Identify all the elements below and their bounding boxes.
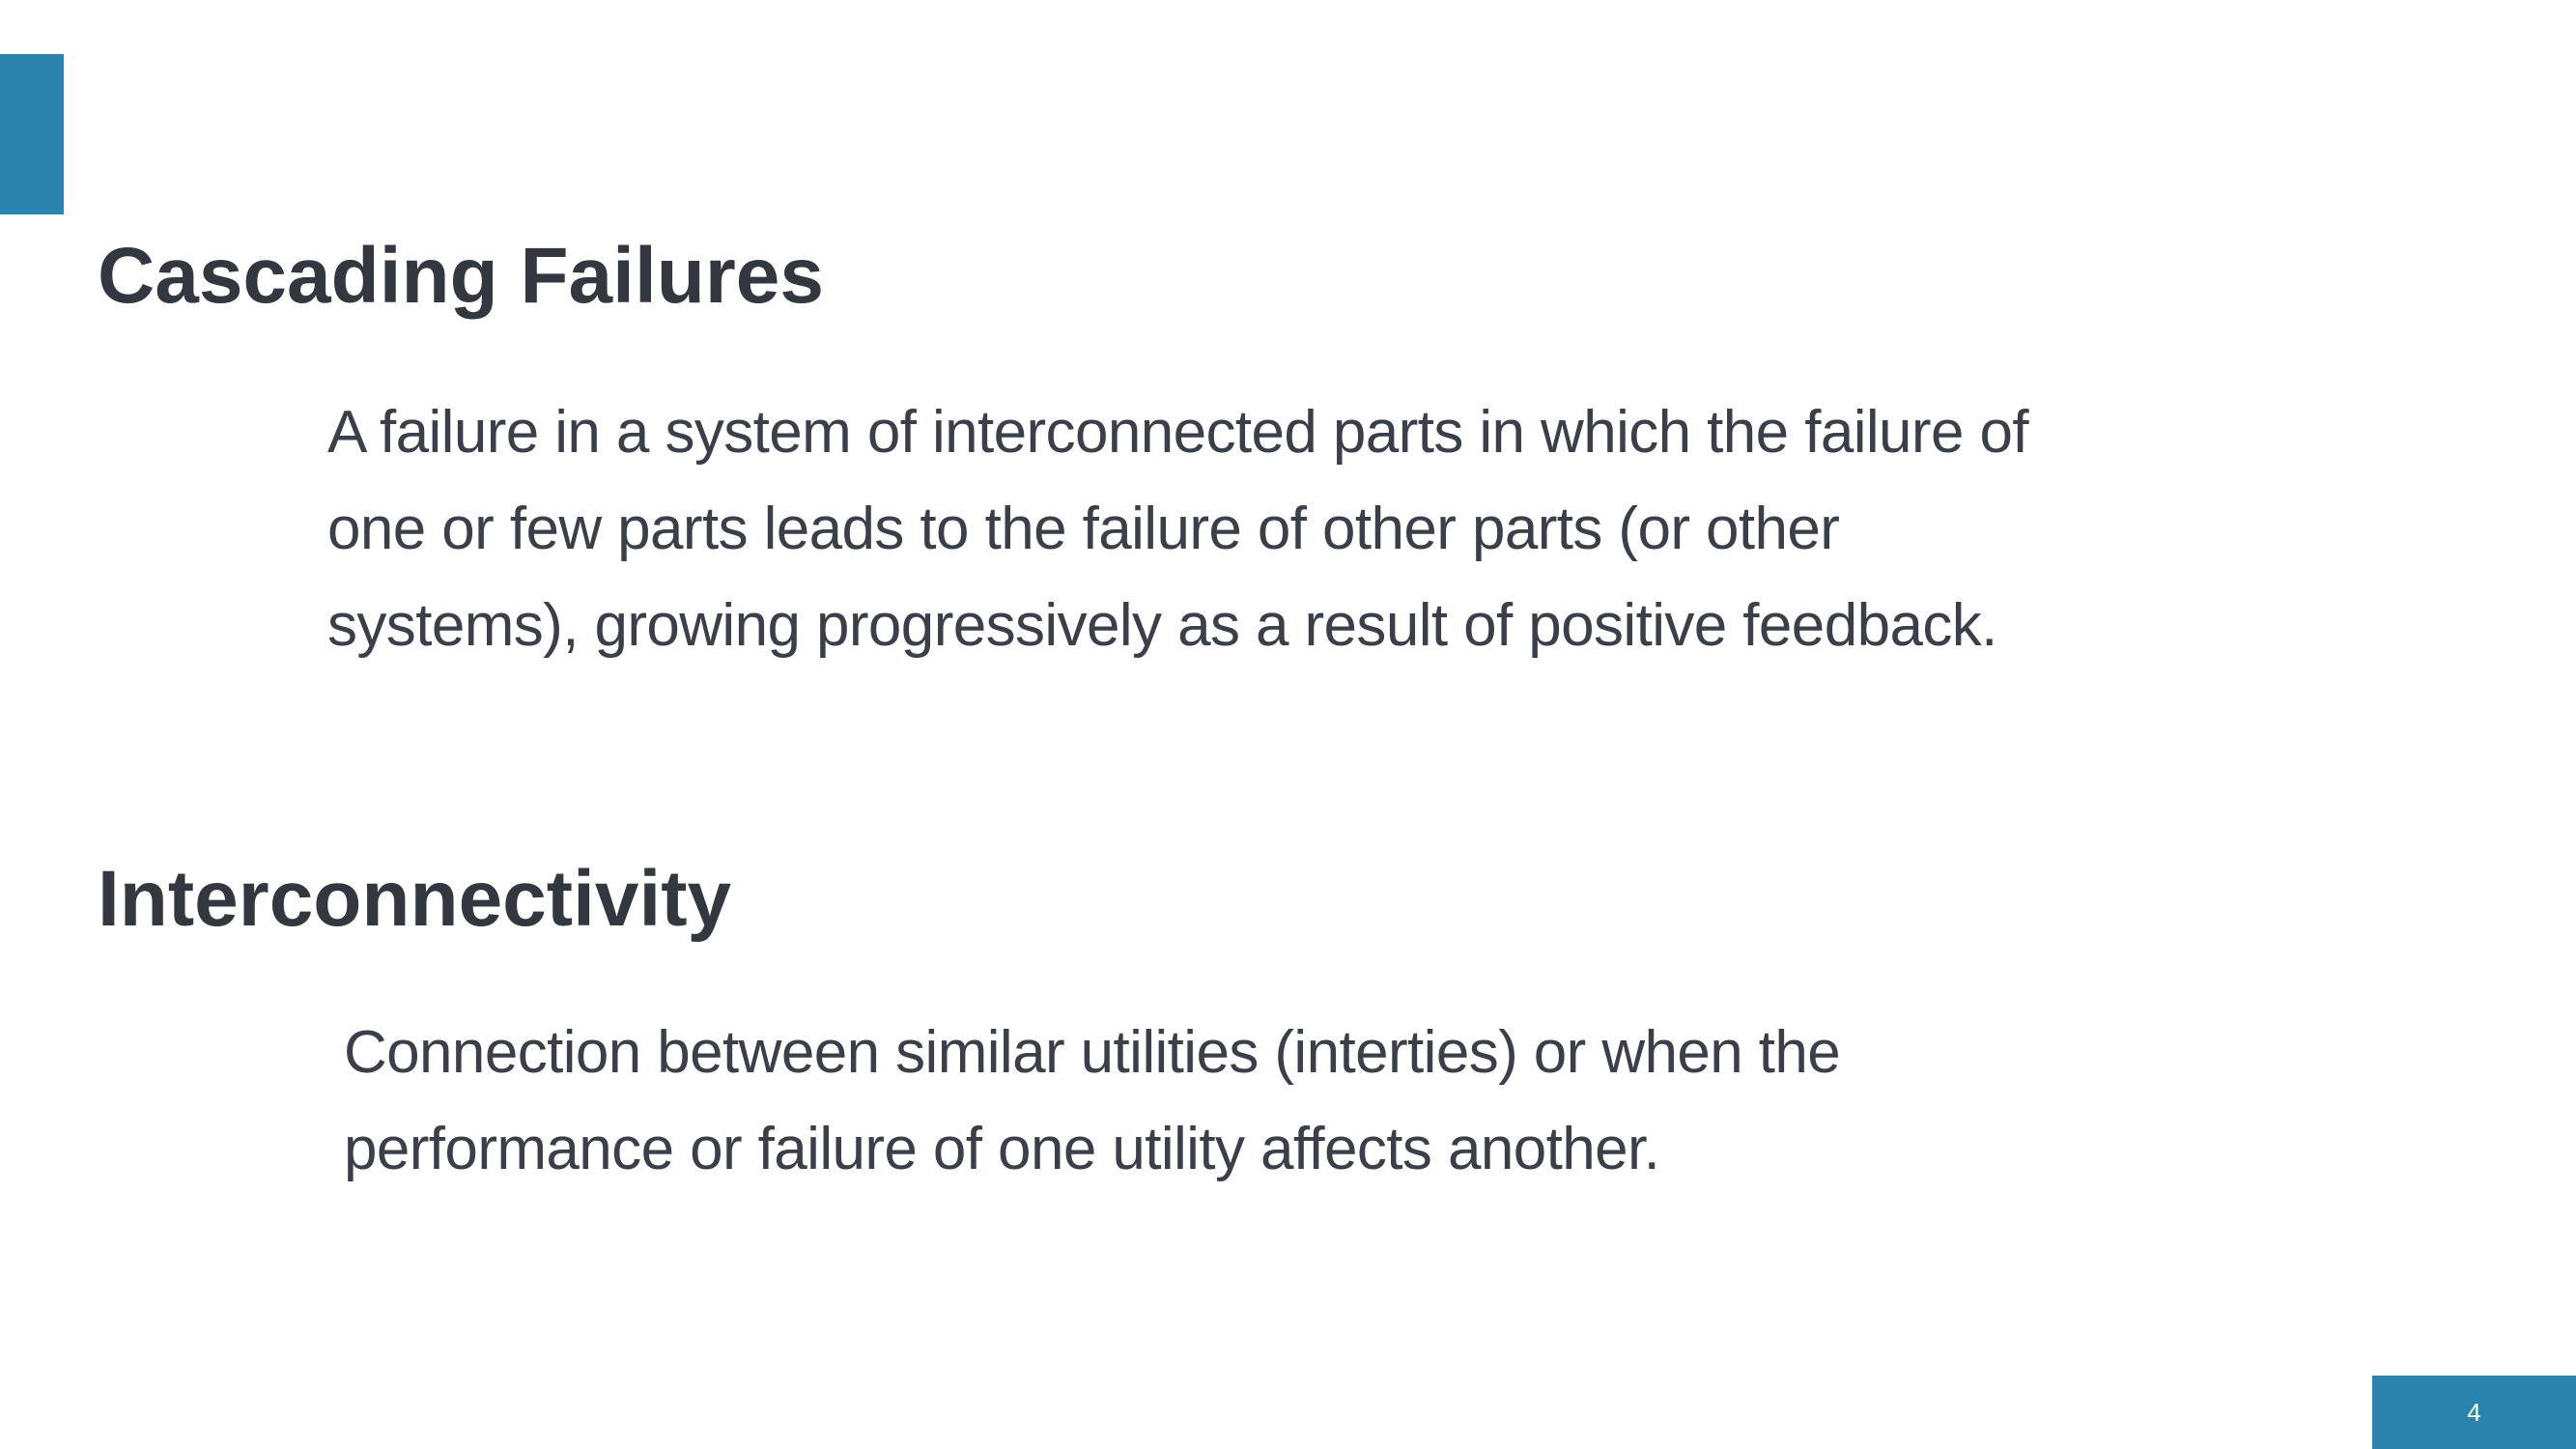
- page-number-badge: 4: [2372, 1376, 2576, 1449]
- definition-cascading-failures: A failure in a system of interconnected …: [327, 384, 2029, 674]
- section-heading-interconnectivity: Interconnectivity: [98, 855, 732, 943]
- definition-line: one or few parts leads to the failure of…: [327, 496, 1840, 562]
- accent-bar: [0, 54, 64, 214]
- definition-interconnectivity: Connection between similar utilities (in…: [344, 1005, 1841, 1198]
- section-heading-cascading-failures: Cascading Failures: [98, 232, 824, 320]
- definition-line: Connection between similar utilities (in…: [344, 1019, 1841, 1086]
- definition-line: A failure in a system of interconnected …: [327, 399, 2029, 466]
- definition-line: systems), growing progressively as a res…: [327, 592, 1997, 659]
- definition-line: performance or failure of one utility af…: [344, 1116, 1660, 1182]
- page-number: 4: [2467, 1397, 2481, 1427]
